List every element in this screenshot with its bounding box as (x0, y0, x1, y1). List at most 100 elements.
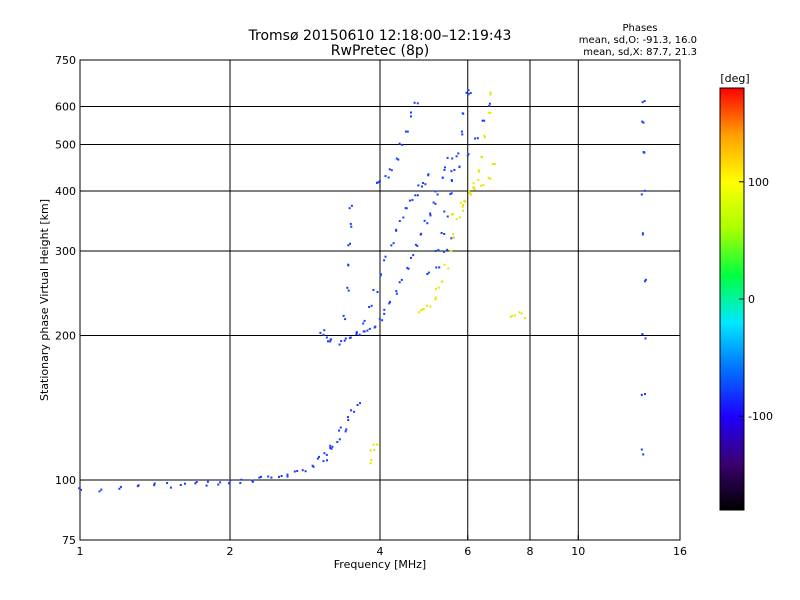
data-point (450, 170, 453, 173)
data-point (153, 482, 156, 485)
data-point (344, 430, 347, 433)
data-point (368, 306, 371, 308)
data-point (410, 256, 412, 259)
data-point (312, 465, 315, 468)
data-point (325, 453, 328, 456)
data-point (641, 333, 644, 336)
data-point (429, 214, 432, 217)
data-point (437, 286, 440, 289)
data-point (643, 100, 646, 103)
data-point (457, 152, 460, 155)
data-point (524, 317, 527, 320)
data-point (416, 102, 419, 105)
data-point (136, 485, 139, 488)
data-point (369, 449, 372, 452)
data-point (416, 194, 419, 197)
data-point (370, 459, 373, 462)
data-point (426, 222, 429, 225)
data-point (384, 175, 387, 178)
data-point (425, 304, 428, 307)
data-point (205, 484, 208, 487)
data-point (641, 233, 644, 236)
data-point (379, 274, 382, 277)
data-point (493, 163, 496, 165)
data-point (641, 101, 644, 104)
data-point (443, 263, 446, 266)
data-point (489, 93, 492, 96)
data-point (642, 453, 645, 456)
data-point (402, 216, 405, 219)
data-point (395, 228, 398, 231)
data-point (326, 459, 328, 462)
data-point (410, 111, 412, 114)
x-axis-ticks: 1 2 4 6 8 10 16 (77, 535, 687, 558)
data-point (323, 329, 326, 332)
data-point (280, 475, 283, 477)
x-tick-label: 10 (571, 545, 585, 558)
data-point (476, 137, 479, 140)
data-point (450, 250, 453, 253)
data-point (443, 233, 446, 235)
data-point (481, 119, 484, 122)
data-point (251, 479, 254, 482)
data-point (469, 193, 472, 196)
x-tick-label: 6 (464, 545, 471, 558)
data-point (387, 176, 390, 179)
y-tick-label: 200 (55, 330, 76, 343)
data-point (383, 312, 386, 315)
data-point (447, 267, 450, 270)
data-point (311, 464, 314, 467)
data-point (350, 204, 353, 207)
data-point (460, 130, 463, 133)
data-point (369, 462, 372, 465)
data-point (452, 213, 454, 216)
data-point (434, 288, 437, 291)
data-point (347, 264, 350, 267)
data-point (429, 305, 432, 308)
x-tick-label: 4 (377, 545, 384, 558)
data-point (469, 92, 472, 94)
data-point (458, 166, 461, 169)
data-point (344, 318, 347, 321)
data-point (372, 443, 375, 446)
data-point (450, 237, 453, 240)
data-point (179, 484, 182, 486)
data-point (488, 102, 491, 105)
plot-area: 1 2 4 6 8 10 16 75 100 200 300 400 500 600 750 (55, 54, 687, 558)
x-tick-label: 1 (77, 545, 84, 558)
data-point (449, 193, 452, 196)
data-point (355, 333, 358, 335)
data-point (379, 273, 382, 276)
data-point (406, 266, 409, 269)
data-point (452, 233, 455, 236)
data-point (362, 330, 365, 333)
data-point (483, 119, 486, 122)
data-point (296, 470, 299, 472)
data-point (459, 201, 462, 204)
data-point (372, 289, 375, 291)
data-point (330, 447, 333, 450)
chart-title: Tromsø 20150610 12:18:00–12:19:43 (248, 28, 512, 44)
data-point (514, 314, 516, 317)
data-point (480, 155, 483, 158)
data-point (424, 183, 427, 186)
data-point (376, 443, 379, 446)
data-point (413, 101, 416, 104)
data-point (414, 194, 417, 197)
y-tick-label: 500 (55, 139, 76, 152)
data-point (373, 449, 376, 452)
data-point (421, 308, 424, 311)
data-points (78, 89, 647, 493)
data-point (169, 486, 172, 489)
data-point (286, 475, 289, 478)
data-point (100, 488, 103, 491)
data-point (477, 178, 480, 181)
colorbar-tick-label: 100 (748, 176, 769, 189)
data-point (467, 93, 470, 96)
data-point (432, 201, 435, 204)
x-tick-label: 8 (527, 545, 534, 558)
data-point (435, 266, 438, 269)
data-point (258, 476, 261, 479)
data-point (472, 186, 475, 189)
data-point (427, 271, 430, 274)
